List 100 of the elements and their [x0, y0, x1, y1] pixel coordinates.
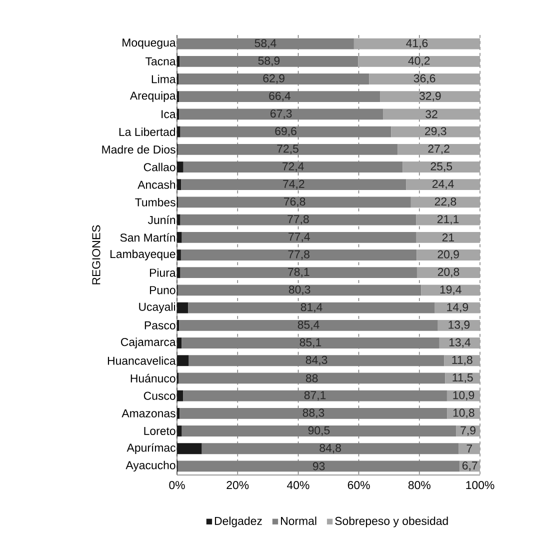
data-label: 74,2	[283, 180, 304, 190]
data-label: 20,8	[438, 268, 460, 278]
x-tick-label: 60%	[348, 481, 370, 490]
bar	[402, 162, 480, 172]
bar	[178, 460, 460, 472]
x-tick-label: 40%	[287, 481, 310, 490]
y-tick-label: Puno	[150, 286, 176, 294]
bar	[179, 108, 384, 120]
bar	[177, 338, 182, 348]
bar	[416, 232, 480, 243]
bar	[180, 56, 358, 67]
y-tick-label: Arequipa	[130, 91, 176, 102]
y-tick-label: Pasco	[144, 321, 176, 330]
bar	[178, 74, 370, 84]
y-tick-label: Piura	[150, 268, 176, 277]
bar	[406, 179, 480, 190]
y-tick-label: Tacna	[145, 57, 176, 66]
data-label: 77,8	[288, 250, 310, 260]
y-tick-label: San Martín	[120, 233, 176, 242]
bar	[202, 443, 459, 454]
y-tick-label: Lima	[152, 74, 176, 84]
y-tick-label: Lambayeque	[110, 250, 176, 260]
bar	[188, 302, 435, 314]
bar	[358, 56, 480, 67]
data-label: 25,5	[430, 162, 452, 172]
y-tick-label: Loreto	[144, 427, 176, 435]
data-label: 80,3	[288, 285, 310, 295]
data-label: 88	[306, 374, 318, 382]
y-tick-label: Ica	[162, 110, 176, 118]
data-label: 90,5	[308, 426, 330, 436]
y-tick-label: Huánuco	[130, 374, 176, 382]
data-label: 21	[442, 233, 454, 242]
data-label: 85,1	[300, 338, 322, 348]
data-label: 36,6	[414, 74, 436, 84]
bar	[178, 372, 446, 384]
data-label: 10,9	[453, 391, 474, 401]
bar	[177, 56, 180, 67]
bar	[177, 355, 189, 366]
x-tick-label: 20%	[226, 481, 249, 490]
data-label: 24,4	[432, 180, 454, 190]
bar	[182, 232, 416, 243]
bar	[181, 179, 406, 190]
y-tick-label: Madre de Dios	[102, 145, 176, 154]
bar	[177, 126, 180, 138]
bar	[391, 126, 480, 138]
data-label: 85,4	[298, 320, 320, 330]
x-tick-label: 100%	[466, 481, 494, 490]
bar	[178, 196, 411, 208]
bar	[354, 38, 480, 50]
data-label: 40,2	[408, 56, 430, 66]
bar	[177, 162, 184, 172]
y-tick-label: La Libertad	[119, 128, 176, 136]
bar	[183, 390, 447, 402]
data-label: 87,1	[304, 391, 326, 401]
data-label: 84,8	[320, 444, 341, 454]
data-label: 72,5	[277, 144, 298, 154]
data-label: 77,4	[288, 232, 310, 242]
bar	[458, 443, 480, 454]
data-label: 88,3	[302, 408, 324, 418]
bar	[177, 408, 180, 419]
bar	[369, 74, 480, 84]
data-label: 58,9	[258, 56, 280, 66]
y-tick-label: Callao	[144, 162, 176, 172]
bar	[182, 426, 456, 436]
bar	[434, 302, 480, 314]
bar	[177, 267, 180, 278]
data-label: 78,1	[288, 268, 310, 278]
bar	[410, 196, 480, 208]
bar	[177, 302, 188, 314]
data-label: 69,6	[275, 127, 296, 137]
bar	[177, 214, 180, 226]
data-label: 13,4	[449, 338, 471, 348]
data-label: 29,3	[425, 127, 446, 137]
data-label: 93	[312, 462, 325, 470]
bar	[438, 320, 480, 331]
bar	[177, 390, 184, 402]
bar	[178, 144, 398, 155]
y-tick-label: Junín	[148, 216, 176, 224]
data-label: 20,9	[438, 250, 459, 260]
x-tick-label: 80%	[408, 481, 430, 490]
bar	[380, 91, 480, 102]
data-label: 76,8	[284, 197, 306, 207]
bar	[398, 144, 480, 155]
data-label: 66,4	[269, 92, 291, 102]
data-label: 19,4	[440, 285, 462, 295]
data-label: 32,9	[419, 92, 441, 102]
y-tick-label: Ancash	[138, 180, 176, 189]
bar	[416, 267, 480, 278]
data-label: 11,8	[452, 356, 472, 366]
data-label: 10,8	[453, 408, 474, 418]
y-tick-label: Cajamarca	[120, 338, 176, 348]
data-label: 21,1	[437, 215, 459, 225]
data-label: 32	[426, 110, 438, 118]
bar	[177, 232, 182, 243]
x-tick-label: 0%	[169, 481, 185, 490]
y-tick-label: Ucayali	[139, 302, 176, 314]
data-label: 11,5	[452, 374, 473, 383]
data-label: 22,8	[434, 197, 456, 207]
bar	[180, 250, 417, 260]
bar	[183, 162, 403, 172]
